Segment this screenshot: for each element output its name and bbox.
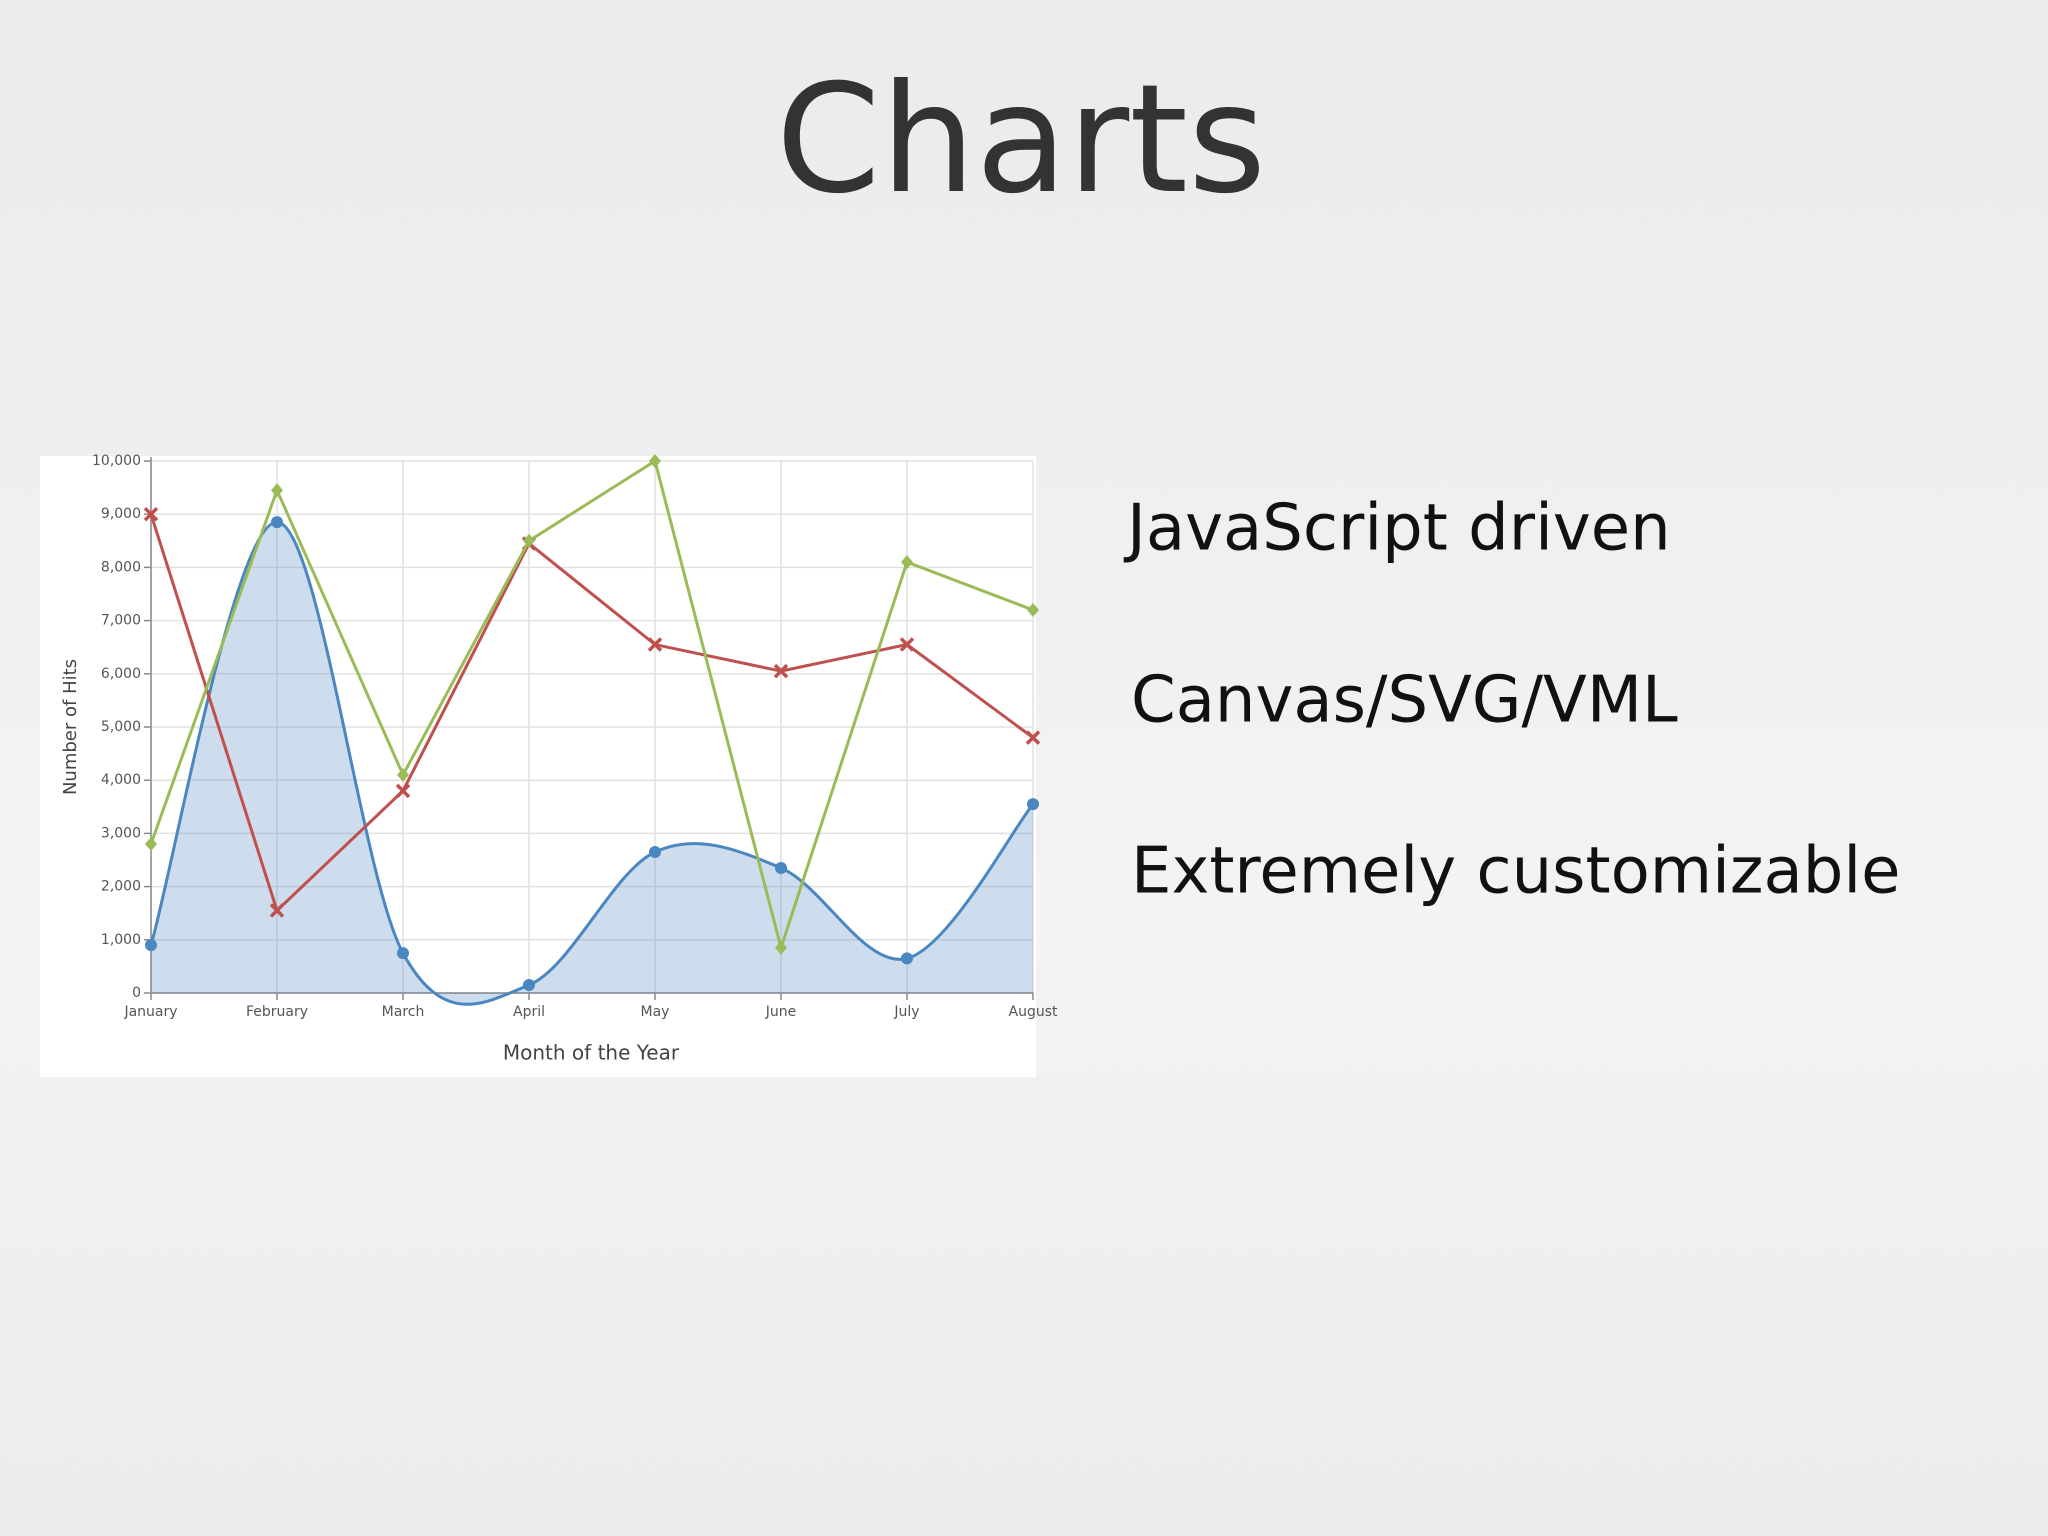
x-axis-label: Month of the Year	[503, 1041, 680, 1065]
series-line	[149, 513, 1034, 914]
marker	[271, 516, 283, 529]
x-tick-label: May	[641, 1004, 670, 1020]
x-tick-label: February	[246, 1004, 308, 1020]
marker	[1027, 798, 1039, 811]
marker	[145, 837, 157, 852]
marker	[523, 533, 535, 548]
y-axis-label: Number of Hits	[60, 659, 81, 795]
bullet: JavaScript driven	[1123, 492, 1671, 566]
marker	[1025, 730, 1041, 745]
y-tick-label: 1,000	[101, 932, 141, 948]
marker	[773, 663, 789, 679]
y-tick-label: 8,000	[101, 559, 141, 575]
bullet: Canvas/SVG/VML	[1131, 664, 1678, 738]
marker	[899, 637, 915, 652]
x-tick-label: April	[513, 1004, 545, 1020]
marker	[269, 903, 285, 918]
y-tick-label: 2,000	[101, 879, 141, 895]
marker	[901, 555, 913, 570]
chart-background	[40, 456, 1036, 1077]
marker	[397, 767, 409, 782]
marker	[775, 940, 787, 955]
y-tick-label: 6,000	[101, 666, 141, 682]
y-tick-label: 0	[132, 985, 141, 1001]
marker	[649, 454, 661, 468]
slide-title: Charts	[776, 53, 1266, 227]
marker	[397, 947, 409, 960]
marker	[143, 506, 159, 522]
series-line	[149, 458, 1034, 954]
y-tick-label: 3,000	[101, 825, 141, 841]
marker	[271, 483, 283, 498]
x-tick-label: July	[893, 1004, 919, 1020]
y-tick-label: 9,000	[101, 506, 141, 522]
y-tick-label: 10,000	[92, 453, 141, 469]
x-tick-label: June	[765, 1004, 797, 1020]
x-tick-label: August	[1009, 1004, 1059, 1020]
x-tick-label: January	[123, 1004, 177, 1020]
marker	[649, 846, 661, 859]
x-tick-label: March	[382, 1004, 425, 1020]
chart: 0 1,000 2,000 3,000 4,000 5,000 6,000 7,000 8,00…	[60, 453, 1058, 1065]
y-tick-label: 5,000	[101, 719, 141, 735]
marker	[647, 637, 663, 652]
bullet: Extremely customizable	[1131, 835, 1900, 909]
area	[151, 522, 1033, 1005]
marker	[901, 952, 913, 965]
marker	[1027, 602, 1039, 617]
marker	[145, 939, 157, 952]
marker	[523, 979, 535, 992]
marker	[395, 783, 411, 799]
marker	[775, 861, 787, 874]
y-tick-label: 7,000	[101, 613, 141, 629]
y-tick-label: 4,000	[101, 772, 141, 788]
